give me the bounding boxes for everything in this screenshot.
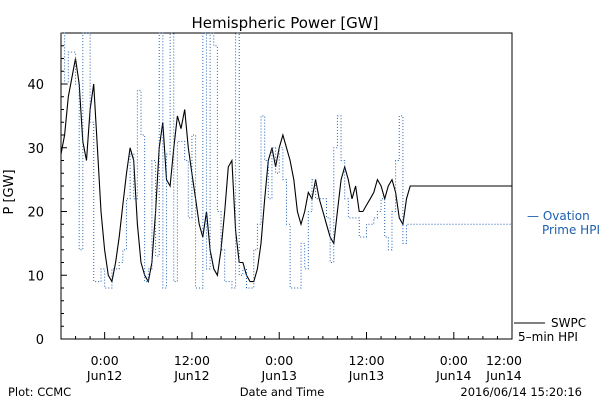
y-tick-label: 20 [27,206,44,221]
y-tick-label: 10 [27,269,44,284]
x-axis-label: Date and Time [240,385,325,399]
x-tick-label-date: Jun12 [86,368,122,383]
x-tick-label-time: 12:00 [349,353,385,368]
chart-title: Hemispheric Power [GW] [192,14,379,32]
legend-swpc-line2: 5–min HPI [518,330,578,344]
x-tick-label-date: Jun13 [261,368,297,383]
y-tick-label: 30 [27,142,44,157]
series-swpc-5min-hpi [60,58,512,284]
y-axis-label: P [GW] [2,169,17,214]
legend-ovation-line1: — Ovation [527,209,590,223]
legend: — Ovation Prime HPI SWPC 5–min HPI [514,209,600,344]
y-axis: 0 10 20 30 40 [27,45,67,348]
x-tick-label-time: 12:00 [486,353,522,368]
x-tick-label-date: Jun13 [348,368,384,383]
footer-timestamp: 2016/06/14 15:20:16 [460,385,582,399]
x-tick-label-time: 0:00 [440,353,468,368]
series-layer [60,32,512,289]
x-tick-label-time: 0:00 [91,353,119,368]
y-tick-label: 40 [27,78,44,93]
x-tick-label-date: Jun14 [435,368,471,383]
x-tick-label-date: Jun12 [173,368,209,383]
x-tick-label-date: Jun14 [485,368,521,383]
x-tick-label-time: 0:00 [265,353,293,368]
legend-swpc-line1: SWPC [551,316,586,330]
y-tick-label: 0 [36,333,44,348]
legend-ovation-line2: Prime HPI [542,223,600,237]
footer-plot-credit: Plot: CCMC [8,385,71,399]
x-axis: 0:00Jun1212:00Jun120:00Jun1312:00Jun130:… [60,332,522,383]
x-tick-label-time: 12:00 [174,353,210,368]
